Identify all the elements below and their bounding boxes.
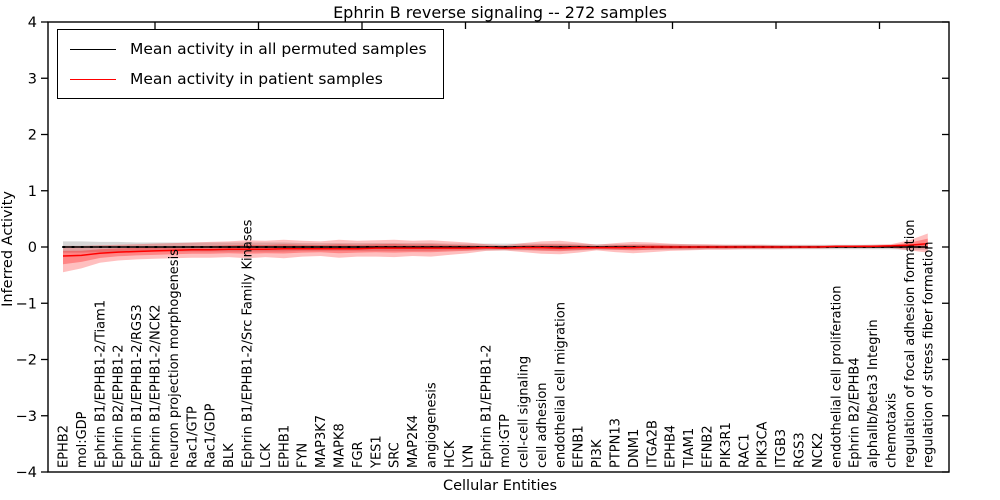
x-tick-label: Ephrin B1/EPHB1-2/NCK2 xyxy=(149,304,164,468)
y-tick-label: 1 xyxy=(28,184,37,200)
x-tick-label: ITGA2B xyxy=(645,420,660,468)
x-tick-label: PI3K xyxy=(590,439,605,468)
legend-label-patient: Mean activity in patient samples xyxy=(130,70,383,88)
patient-line-swatch xyxy=(70,78,116,80)
x-tick-label: YES1 xyxy=(369,435,384,469)
x-tick-label: PTPN13 xyxy=(609,418,624,468)
x-axis-title: Cellular Entities xyxy=(442,478,558,494)
x-tick-label: SRC xyxy=(388,442,403,468)
x-tick-label: mol:GDP xyxy=(75,411,90,468)
x-tick-label: MAP3K7 xyxy=(314,415,329,468)
x-tick-label: angiogenesis xyxy=(425,382,440,468)
y-tick-label: 3 xyxy=(28,71,37,87)
x-tick-label: PIK3R1 xyxy=(719,422,734,468)
x-tick-label: Ephrin B1/EPHB1-2 xyxy=(480,344,495,468)
x-tick-label: regulation of stress fiber formation xyxy=(921,241,936,468)
x-tick-label: RGS3 xyxy=(793,432,808,468)
x-tick-label: neuron projection morphogenesis xyxy=(167,249,182,468)
x-tick-label: MAPK8 xyxy=(333,423,348,468)
y-tick-label: 4 xyxy=(28,15,37,31)
x-tick-label: Ephrin B1/EPHB1-2/RGS3 xyxy=(130,304,145,468)
x-tick-label: EPHB1 xyxy=(277,425,292,468)
x-tick-label: alphaIIb/beta3 Integrin xyxy=(866,319,881,468)
y-tick-label: −4 xyxy=(16,465,37,481)
x-tick-label: EPHB2 xyxy=(57,425,72,468)
y-tick-label: −3 xyxy=(16,409,37,425)
x-tick-label: Ephrin B2/EPHB4 xyxy=(848,357,863,468)
x-tick-label: NCK2 xyxy=(811,432,826,468)
x-tick-label: Rac1/GTP xyxy=(185,406,200,468)
x-tick-label: LCK xyxy=(259,443,274,468)
x-tick-label: chemotaxis xyxy=(885,393,900,468)
x-tick-label: cell-cell signaling xyxy=(517,356,532,468)
x-tick-label: Ephrin B2/EPHB1-2 xyxy=(112,344,127,468)
x-tick-label: ITGB3 xyxy=(774,429,789,468)
x-tick-label: Ephrin B1/EPHB1-2/Tiam1 xyxy=(93,300,108,468)
y-tick-label: 2 xyxy=(28,128,37,144)
legend-box: Mean activity in all permuted samples Me… xyxy=(57,29,444,99)
y-tick-label: −1 xyxy=(16,296,37,312)
x-tick-label: mol:GTP xyxy=(498,414,513,468)
x-tick-label: regulation of focal adhesion formation xyxy=(903,219,918,468)
y-axis-title: Inferred Activity xyxy=(0,191,16,307)
x-tick-label: RAC1 xyxy=(737,433,752,468)
x-tick-label: Rac1/GDP xyxy=(204,403,219,468)
legend-item-permuted: Mean activity in all permuted samples xyxy=(70,37,427,61)
x-tick-label: EFNB2 xyxy=(701,425,716,468)
x-tick-label: cell adhesion xyxy=(535,382,550,468)
x-tick-label: EPHB4 xyxy=(664,425,679,468)
x-tick-label: endothelial cell migration xyxy=(553,302,568,468)
x-tick-label: FGR xyxy=(351,441,366,468)
y-tick-label: 0 xyxy=(28,240,37,256)
x-tick-label: BLK xyxy=(222,443,237,468)
x-tick-label: LYN xyxy=(461,445,476,468)
x-tick-label: MAP2K4 xyxy=(406,415,421,468)
permuted-line-swatch xyxy=(70,48,116,50)
patient-band-inner xyxy=(63,238,928,265)
patient-mean-line xyxy=(62,242,928,257)
x-tick-label: DNM1 xyxy=(627,429,642,468)
x-tick-label: Ephrin B1/EPHB1-2/Src Family Kinases xyxy=(241,219,256,468)
x-tick-label: FYN xyxy=(296,443,311,468)
y-tick-label: −2 xyxy=(16,353,37,369)
legend-item-patient: Mean activity in patient samples xyxy=(70,67,427,91)
chart-title: Ephrin B reverse signaling -- 272 sample… xyxy=(333,3,667,22)
x-tick-label: HCK xyxy=(443,440,458,468)
patient-band-outer xyxy=(63,233,928,273)
x-tick-label: TIAM1 xyxy=(682,428,697,469)
x-tick-label: endothelial cell proliferation xyxy=(829,286,844,469)
x-tick-label: PIK3CA xyxy=(756,421,771,468)
legend-label-permuted: Mean activity in all permuted samples xyxy=(130,40,427,58)
x-tick-label: EFNB1 xyxy=(572,425,587,468)
